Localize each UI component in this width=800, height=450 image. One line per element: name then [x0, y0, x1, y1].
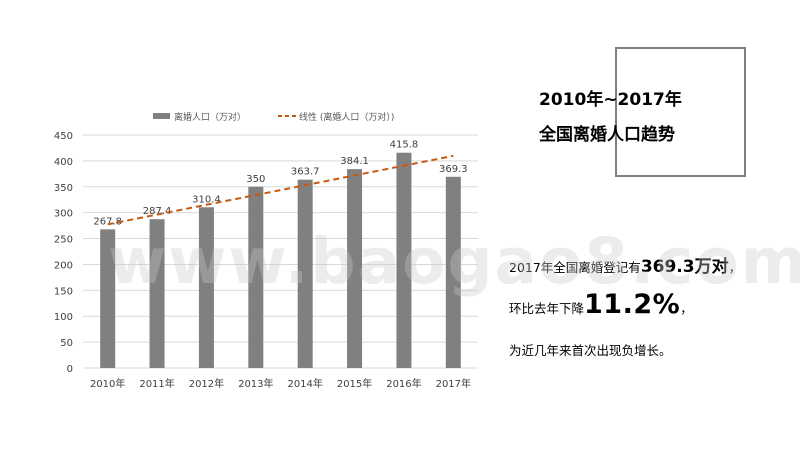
- x-tick-label: 2016年: [386, 377, 421, 390]
- data-label: 287.4: [143, 206, 172, 217]
- summary-line-2: 环比去年下降11.2%，: [509, 289, 693, 320]
- bar: [100, 229, 116, 368]
- data-label: 384.1: [340, 156, 369, 167]
- data-label: 310.4: [192, 194, 221, 205]
- y-tick-label: 450: [54, 131, 73, 142]
- legend-swatch-bars: [153, 113, 170, 119]
- bar: [248, 186, 264, 368]
- bar: [198, 207, 214, 368]
- summary-line-1-prefix: 2017年全国离婚登记有: [509, 260, 641, 275]
- y-tick-label: 350: [54, 183, 73, 194]
- summary-decline-percent: 11.2%: [584, 289, 681, 320]
- y-tick-label: 50: [60, 338, 73, 349]
- title-frame: [615, 47, 746, 177]
- x-tick-label: 2013年: [238, 377, 273, 390]
- data-label: 363.7: [291, 167, 320, 178]
- chart-title-line-1: 2010年~2017年: [539, 90, 682, 110]
- data-label: 415.8: [390, 140, 419, 151]
- data-label: 267.8: [93, 216, 122, 227]
- y-tick-label: 200: [54, 260, 73, 271]
- data-label: 350: [246, 174, 265, 185]
- summary-line-2-suffix: ，: [680, 301, 693, 316]
- x-tick-label: 2017年: [436, 377, 471, 390]
- y-tick-label: 250: [54, 235, 73, 246]
- summary-line-1: 2017年全国离婚登记有369.3万对，: [509, 252, 741, 277]
- y-tick-label: 0: [67, 364, 73, 375]
- summary-line-1-suffix: ，: [728, 260, 742, 275]
- x-tick-label: 2015年: [337, 377, 372, 390]
- chart-title-line-2: 全国离婚人口趋势: [539, 125, 675, 145]
- data-label: 369.3: [439, 164, 468, 175]
- bar: [396, 152, 412, 368]
- y-tick-label: 300: [54, 209, 73, 220]
- x-tick-label: 2012年: [189, 377, 224, 390]
- summary-line-2-prefix: 环比去年下降: [509, 301, 585, 316]
- x-tick-label: 2014年: [287, 377, 322, 390]
- y-tick-label: 150: [54, 286, 73, 297]
- bar: [347, 169, 363, 368]
- legend-label-trendline: 线性 (离婚人口（万对）): [299, 111, 394, 123]
- y-tick-label: 400: [54, 157, 73, 168]
- bar: [149, 219, 165, 368]
- x-tick-label: 2011年: [139, 377, 174, 390]
- trendline: [107, 154, 454, 226]
- bar: [445, 176, 461, 368]
- legend-label-bars: 离婚人口（万对）: [174, 111, 246, 123]
- x-tick-label: 2010年: [90, 377, 125, 390]
- summary-divorce-count: 369.3万对: [640, 257, 729, 277]
- bar: [297, 179, 313, 368]
- y-tick-label: 100: [54, 312, 73, 323]
- summary-line-3: 为近几年来首次出现负增长。: [509, 343, 672, 358]
